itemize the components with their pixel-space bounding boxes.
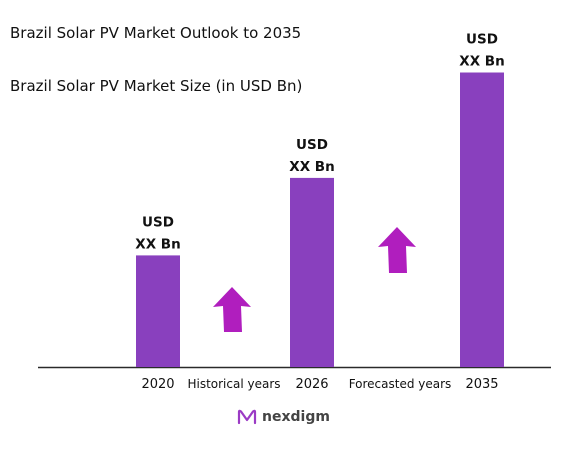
bar-value-label: USD xyxy=(142,214,174,230)
chart-subtitle: Brazil Solar PV Market Size (in USD Bn) xyxy=(10,77,303,95)
bar-2026 xyxy=(290,177,334,367)
period-label: Historical years xyxy=(187,377,280,391)
growth-arrow-up-icon xyxy=(378,227,416,273)
nexdigm-logo-icon xyxy=(237,409,257,425)
brand-logo: nexdigm xyxy=(237,409,330,425)
bar-2035 xyxy=(460,72,504,367)
bar-value-label: XX Bn xyxy=(289,159,334,175)
bar-2020 xyxy=(136,255,180,367)
period-label: Forecasted years xyxy=(349,377,452,391)
brand-name: nexdigm xyxy=(262,409,330,425)
growth-arrow-up-icon xyxy=(213,287,251,332)
x-tick-label: 2026 xyxy=(295,377,328,392)
bar-value-label: XX Bn xyxy=(135,236,180,252)
bar-value-label: USD xyxy=(296,137,328,153)
bar-chart: USD XX Bn 2020 USD XX Bn 2026 USD XX Bn 2035 Hist… xyxy=(38,32,551,392)
chart-title: Brazil Solar PV Market Outlook to 2035 xyxy=(10,24,302,42)
bar-value-label: XX Bn xyxy=(459,54,504,70)
bar-value-label: USD xyxy=(466,32,498,48)
x-tick-label: 2035 xyxy=(465,377,498,392)
x-tick-label: 2020 xyxy=(141,377,174,392)
